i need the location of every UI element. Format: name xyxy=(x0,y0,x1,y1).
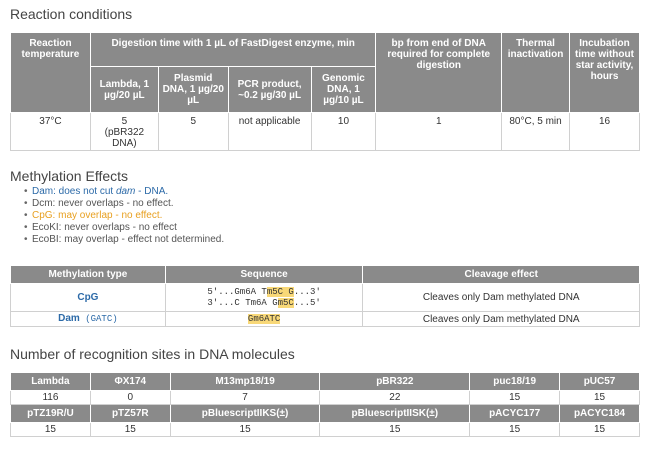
cell-lambda: 5 (pBR322 DNA) xyxy=(89,112,159,151)
header-pcr-product: PCR product, ~0.2 µg/30 µL xyxy=(227,66,312,113)
cell-thermal: 80°C, 5 min xyxy=(501,112,570,151)
cell-genomic: 10 xyxy=(310,112,377,151)
cell-pacyc184: 15 xyxy=(559,422,640,437)
cell-temperature: 37°C xyxy=(10,112,91,151)
header-puc18: puc18/19 xyxy=(469,372,561,391)
header-pacyc184: pACYC184 xyxy=(559,404,640,423)
cell-lambda-value: 5 xyxy=(121,116,128,127)
header-reaction-temperature: Reaction temperature xyxy=(10,32,91,113)
cell-pacyc177: 15 xyxy=(469,422,561,437)
cell-ptz19r: 15 xyxy=(10,422,91,437)
header-ptz57r: pTZ57R xyxy=(89,404,171,423)
section-title-recognition-sites: Number of recognition sites in DNA molec… xyxy=(10,346,295,362)
cell-phix174: 0 xyxy=(89,390,171,405)
cell-incubation: 16 xyxy=(569,112,640,151)
header-ptz19r: pTZ19R/U xyxy=(10,404,91,423)
methylation-list: Dam: does not cut dam - DNA. Dcm: never … xyxy=(24,186,224,246)
section-title-methylation-effects: Methylation Effects xyxy=(10,168,129,184)
header-genomic-dna: Genomic DNA, 1 µg/10 µL xyxy=(310,66,377,113)
cell-type-cpg: CpG xyxy=(10,283,166,312)
cell-sequence-cpg: 5'...Gm6A Tm5C G...3' 3'...C Tm6A Gm5C..… xyxy=(164,283,364,312)
recognition-sites-table: Lambda ΦX174 M13mp18/19 pBR322 puc18/19 … xyxy=(10,372,640,437)
header-pbluescript-ks: pBluescriptIIKS(±) xyxy=(169,404,321,423)
cell-effect-dam: Cleaves only Dam methylated DNA xyxy=(362,311,640,327)
header-phix174: ΦX174 xyxy=(89,372,171,391)
header-lambda: Lambda, 1 µg/20 µL xyxy=(89,66,159,113)
cell-lambda-note: (pBR322 DNA) xyxy=(104,127,145,149)
header-lambda-sites: Lambda xyxy=(10,372,91,391)
methylation-item-ecobi: EcoBI: may overlap - effect not determin… xyxy=(24,234,224,246)
methylation-item-cpg: CpG: may overlap - no effect. xyxy=(24,210,224,222)
header-puc57: pUC57 xyxy=(559,372,640,391)
cell-type-dam: Dam (GATC) xyxy=(10,311,166,327)
reaction-conditions-table: Reaction temperature Digestion time with… xyxy=(10,32,640,151)
cell-puc18: 15 xyxy=(469,390,561,405)
cell-plasmid: 5 xyxy=(157,112,229,151)
cell-pcr: not applicable xyxy=(227,112,312,151)
header-digestion-time: Digestion time with 1 µL of FastDigest e… xyxy=(89,32,377,67)
cell-bp: 1 xyxy=(375,112,503,151)
methylation-item-dam: Dam: does not cut dam - DNA. xyxy=(24,186,224,198)
header-plasmid-dna: Plasmid DNA, 1 µg/20 µL xyxy=(157,66,229,113)
header-pbluescript-sk: pBluescriptIISK(±) xyxy=(319,404,471,423)
cell-lambda-sites: 116 xyxy=(10,390,91,405)
methylation-table: Methylation type Sequence Cleavage effec… xyxy=(10,265,640,327)
header-pbr322: pBR322 xyxy=(319,372,471,391)
header-incubation-time: Incubation time without star activity, h… xyxy=(569,32,640,113)
cell-pbluescript-sk: 15 xyxy=(319,422,471,437)
header-methylation-type: Methylation type xyxy=(10,265,166,284)
header-sequence: Sequence xyxy=(164,265,364,284)
cell-ptz57r: 15 xyxy=(89,422,171,437)
header-pacyc177: pACYC177 xyxy=(469,404,561,423)
cell-puc57: 15 xyxy=(559,390,640,405)
methylation-item-dcm: Dcm: never overlaps - no effect. xyxy=(24,198,224,210)
header-cleavage-effect: Cleavage effect xyxy=(362,265,640,284)
section-title-reaction-conditions: Reaction conditions xyxy=(10,6,133,22)
header-m13mp18: M13mp18/19 xyxy=(169,372,321,391)
cell-pbluescript-ks: 15 xyxy=(169,422,321,437)
cell-sequence-dam: Gm6ATC xyxy=(164,311,364,327)
cell-m13mp18: 7 xyxy=(169,390,321,405)
cell-effect-cpg: Cleaves only Dam methylated DNA xyxy=(362,283,640,312)
header-bp-from-end: bp from end of DNA required for complete… xyxy=(375,32,503,113)
methylation-item-ecoki: EcoKI: never overlaps - no effect xyxy=(24,222,224,234)
cell-pbr322: 22 xyxy=(319,390,471,405)
header-thermal-inactivation: Thermal inactivation xyxy=(501,32,570,113)
